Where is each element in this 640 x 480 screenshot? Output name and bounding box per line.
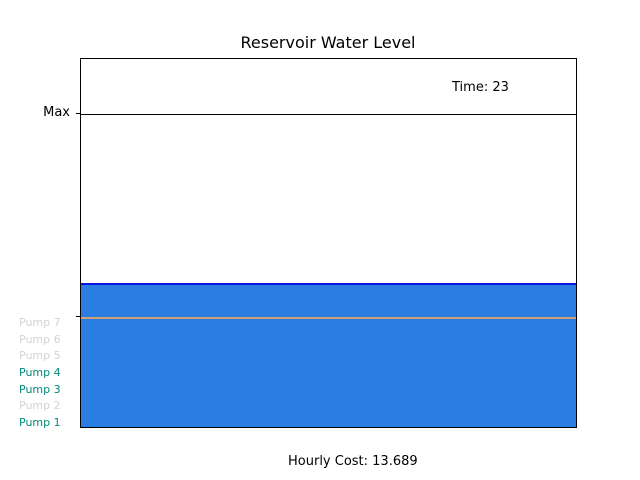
pump-label-7: Pump 7 (19, 315, 61, 329)
pump-label-1: Pump 1 (19, 416, 61, 429)
chart-title: Reservoir Water Level (240, 33, 416, 52)
max-tick-mark (76, 113, 80, 115)
pump-label-5: Pump 5 (19, 349, 61, 363)
pump-label-3: Pump 3 (19, 382, 61, 396)
min-tick-mark (76, 315, 80, 317)
time-label: Time: 23 (452, 80, 509, 95)
max-tick-label: Max (43, 105, 70, 121)
max-level-line (81, 114, 576, 116)
pump-label-2: Pump 2 (19, 399, 61, 413)
pump-label-6: Pump 6 (19, 332, 61, 346)
hourly-cost-label: Hourly Cost: 13.689 (288, 454, 418, 469)
reservoir-plot-area (80, 58, 577, 428)
pump-label-4: Pump 4 (19, 365, 61, 379)
water-fill (81, 283, 576, 427)
min-level-line (81, 316, 576, 319)
